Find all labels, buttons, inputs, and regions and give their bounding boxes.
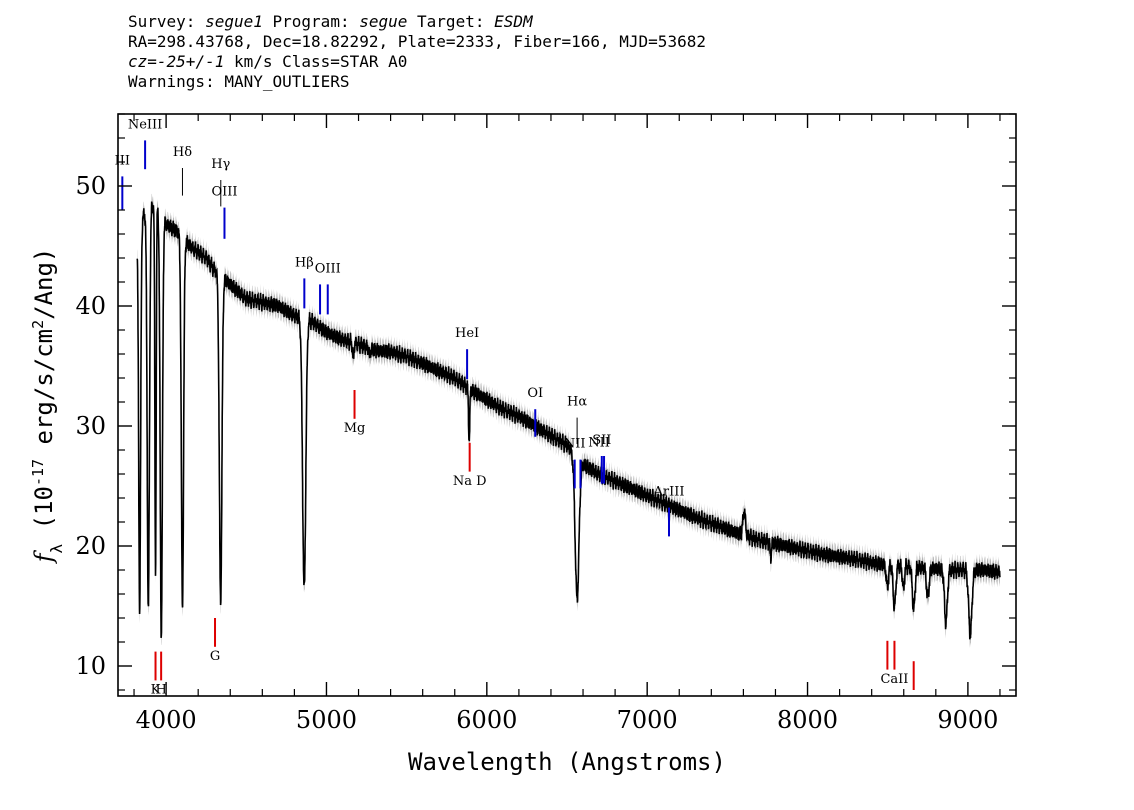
- axis-ticks: 4000 5000 6000 7000 8000 9000 10 20 30 40 50: [75, 113, 1016, 734]
- plot-frame: [117, 113, 1017, 697]
- y-tick-label: 20: [75, 532, 106, 560]
- y-label-space: [30, 529, 58, 543]
- target-value: ESDM: [494, 12, 533, 31]
- x-axis-label: Wavelength (Angstroms): [408, 748, 726, 776]
- x-tick-label: 7000: [617, 706, 678, 734]
- line-marker-label: HeI: [455, 326, 479, 341]
- cz-label: cz=: [128, 52, 157, 71]
- line-marker-label: Hα: [567, 395, 587, 410]
- line-marker-label: III: [115, 153, 130, 168]
- y-label-part: /Ang): [30, 248, 58, 320]
- line-marker-label: Hγ: [211, 157, 230, 172]
- class-text: km/s Class=STAR A0: [224, 52, 408, 71]
- error-band: [137, 193, 1000, 649]
- survey-value: segue1: [205, 12, 263, 31]
- line-marker-label: Hβ: [295, 255, 314, 270]
- program-label: Program:: [272, 12, 350, 31]
- line-marker-label: ArIII: [652, 485, 684, 500]
- y-label-part: -17: [29, 459, 47, 486]
- spectrum-header: Survey: segue1 Program: segue Target: ES…: [128, 12, 706, 92]
- x-tick-label: 8000: [777, 706, 838, 734]
- line-marker-label: NII: [564, 437, 586, 452]
- line-marker-label: OIII: [211, 185, 237, 200]
- header-line-redshift: cz=-25+/-1 km/s Class=STAR A0: [128, 52, 706, 72]
- line-marker-label: Na D: [453, 474, 487, 489]
- line-marker-label: H: [155, 683, 166, 698]
- line-marker-label: NeIII: [128, 117, 162, 132]
- x-tick-label: 6000: [456, 706, 517, 734]
- cz-value: -25+/-1: [156, 52, 225, 71]
- y-tick-label: 40: [75, 292, 106, 320]
- y-tick-label: 50: [75, 172, 106, 200]
- y-tick-label: 10: [75, 652, 106, 680]
- spectrum-series: [136, 201, 1001, 640]
- x-tick-label: 5000: [296, 706, 357, 734]
- line-marker-label: K: [151, 683, 161, 698]
- line-marker-label: Hδ: [173, 145, 192, 160]
- line-marker-label: G: [210, 649, 220, 664]
- error-band-area: [137, 193, 1000, 649]
- survey-label: Survey:: [128, 12, 196, 31]
- program-value: segue: [359, 12, 408, 31]
- header-line-warnings: Warnings: MANY_OUTLIERS: [128, 72, 350, 91]
- spectrum-line: [136, 201, 1001, 640]
- header-line-coords: RA=298.43768, Dec=18.82292, Plate=2333, …: [128, 32, 706, 51]
- y-label-part: (10: [30, 486, 58, 529]
- line-marker-label: CaII: [880, 672, 908, 687]
- line-marker-label: SII: [592, 433, 611, 448]
- y-label-part: erg/s/cm: [30, 329, 58, 459]
- y-axis-label: fλ (10-17 erg/s/cm2/Ang): [29, 248, 66, 565]
- line-marker-label: OI: [527, 386, 543, 401]
- target-label: Target:: [417, 12, 485, 31]
- line-marker-label: OIII: [315, 261, 341, 276]
- y-label-part: λ: [47, 543, 66, 553]
- x-tick-label: 9000: [937, 706, 998, 734]
- line-marker-label: Mg: [344, 421, 366, 436]
- x-tick-label: 4000: [136, 706, 197, 734]
- header-line-survey: Survey: segue1 Program: segue Target: ES…: [128, 12, 706, 32]
- line-marker-label: NII: [588, 435, 610, 450]
- y-tick-label: 30: [75, 412, 106, 440]
- y-label-part: 2: [29, 320, 47, 329]
